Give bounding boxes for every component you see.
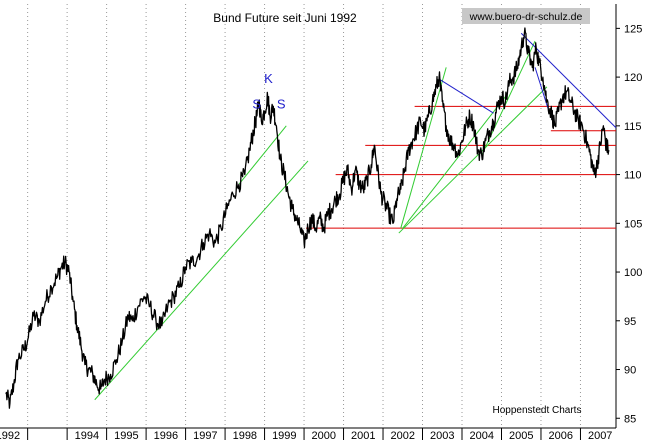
downtrend-line [438,78,494,114]
annotation-label: K [264,71,273,86]
y-tick-label: 105 [624,218,642,230]
uptrend-line [238,125,287,185]
x-tick-label: 2006 [548,430,572,440]
x-tick-label: 1997 [193,430,217,440]
x-tick-label: 1996 [154,430,178,440]
x-tick-label: 2000 [312,430,336,440]
price-series [5,27,610,409]
x-tick-label: 1995 [114,430,138,440]
y-tick-label: 110 [624,170,642,182]
annotation-label: S [252,96,261,111]
y-tick-label: 115 [624,121,642,133]
y-tick-label: 125 [624,23,642,35]
x-tick-label: 1994 [75,430,99,440]
source-label: Hoppenstedt Charts [493,405,582,416]
x-tick-label: 2003 [430,430,454,440]
x-tick-labels: 1992 1994 1995 1996 1997 1998 1999 2000 2001 2002… [0,428,612,442]
uptrend-line [398,86,548,234]
annotations: SKS [252,71,285,111]
chart-title: Bund Future seit Juni 1992 [213,11,357,25]
x-tick-label: 2005 [509,430,533,440]
y-tick-label: 85 [624,413,636,425]
x-tick-label: 1992 [0,430,20,440]
price-line [5,27,610,409]
y-tick-label: 90 [624,365,636,377]
uptrend-line [402,96,506,229]
y-tick-label: 95 [624,316,636,328]
watermark-text: www.buero-dr-schulz.de [469,11,583,23]
uptrend-line [400,67,447,229]
y-tick-label: 120 [624,72,642,84]
x-tick-label: 2007 [588,430,612,440]
uptrend-line [94,160,309,401]
downtrend-line [534,67,550,112]
downtrend-line [520,32,617,129]
trend-lines [94,32,617,401]
x-tick-label: 2002 [391,430,415,440]
y-tick-labels: 85 90 95 100 105 110 115 120 125 [616,23,642,425]
x-tick-label: 2001 [351,430,375,440]
x-tick-label: 2004 [470,430,494,440]
x-tick-label: 1999 [272,430,296,440]
watermark-background [462,8,590,24]
annotation-label: S [277,96,286,111]
y-tick-label: 100 [624,267,642,279]
axes [0,4,617,429]
x-tick-label: 1998 [233,430,257,440]
